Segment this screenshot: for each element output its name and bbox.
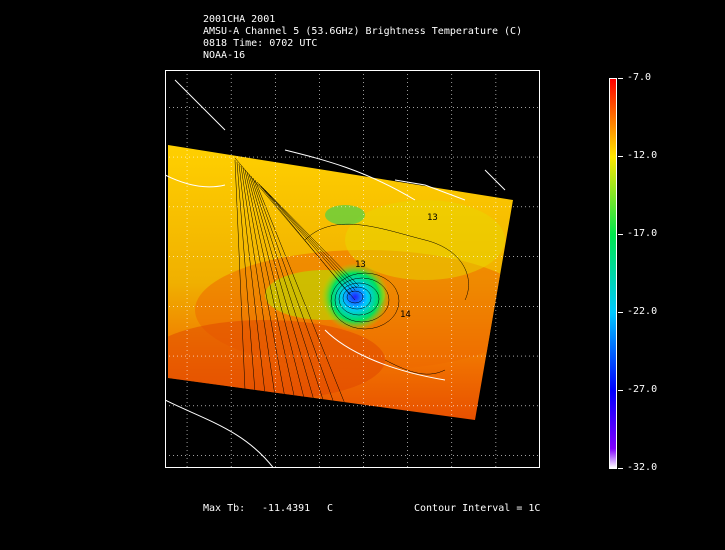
plot-border <box>165 70 540 468</box>
colorbar-tick <box>618 468 623 469</box>
contour-labels: 13 13 14 <box>355 213 438 320</box>
colorbar-tick <box>618 312 623 313</box>
colorbar-label: -12.0 <box>627 150 658 161</box>
contour-label: 13 <box>427 213 438 223</box>
colorbar-label: -17.0 <box>627 228 658 239</box>
max-tb-value: -11.4391 <box>262 503 311 514</box>
brightness-swath <box>168 145 513 420</box>
coastlines <box>165 79 506 468</box>
contour-lines <box>234 157 469 407</box>
contour-interval: Contour Interval = 1C <box>414 503 541 514</box>
colorbar-label: -22.0 <box>627 306 658 317</box>
title-line-2: AMSU-A Channel 5 (53.6GHz) Brightness Te… <box>203 26 523 37</box>
title-line-1: 2001CHA 2001 <box>203 14 276 25</box>
colorbar-label: -27.0 <box>627 384 658 395</box>
contour-label: 13 <box>355 260 366 270</box>
colorbar-tick <box>618 78 623 79</box>
max-tb-unit: C <box>327 503 334 514</box>
colorbar <box>609 78 617 469</box>
title-line-4: NOAA-16 <box>203 50 246 61</box>
map-plot: -78-78-76-76-74-74-72-72-70-70-68-68-66-… <box>165 70 540 468</box>
colorbar-tick <box>618 156 623 157</box>
contour-label: 14 <box>400 310 411 320</box>
grid-lines <box>165 70 540 468</box>
colorbar-label: -32.0 <box>627 462 658 473</box>
colorbar-tick <box>618 234 623 235</box>
colorbar-tick <box>618 390 623 391</box>
title-line-3: 0818 Time: 0702 UTC <box>203 38 318 49</box>
colorbar-label: -7.0 <box>627 72 652 83</box>
max-tb-label: Max Tb: <box>203 503 246 514</box>
